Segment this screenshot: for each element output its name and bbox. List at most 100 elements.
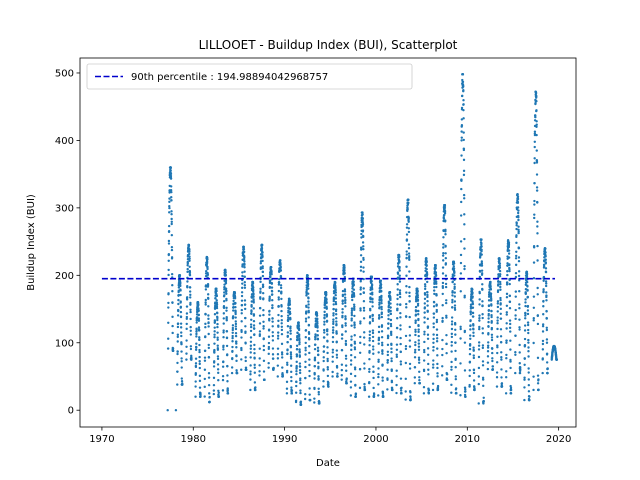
- scatter-point: [332, 296, 336, 299]
- scatter-point: [180, 379, 184, 383]
- scatter-point: [442, 236, 445, 239]
- scatter-point: [432, 345, 435, 349]
- scatter-point: [405, 265, 408, 268]
- scatter-point: [198, 386, 202, 389]
- scatter-point: [527, 390, 531, 393]
- scatter-point: [306, 274, 309, 277]
- scatter-point: [371, 291, 374, 294]
- scatter-point: [496, 345, 499, 349]
- scatter-point: [487, 312, 490, 316]
- scatter-point: [495, 361, 499, 364]
- scatter-point: [463, 393, 467, 397]
- scatter-point: [271, 353, 275, 356]
- scatter-point: [198, 362, 201, 366]
- scatter-point: [249, 378, 252, 381]
- scatter-point: [468, 360, 472, 364]
- scatter-point: [461, 73, 465, 76]
- scatter-point: [405, 285, 408, 288]
- scatter-point: [481, 283, 484, 286]
- scatter-point: [170, 217, 173, 221]
- scatter-point: [518, 351, 521, 354]
- scatter-point: [234, 312, 237, 316]
- scatter-point: [240, 328, 243, 332]
- scatter-point: [490, 326, 494, 330]
- scatter-point: [482, 384, 485, 388]
- scatter-point: [481, 327, 484, 330]
- scatter-point: [235, 346, 238, 349]
- scatter-point: [250, 300, 253, 303]
- scatter-point: [289, 357, 293, 360]
- scatter-point: [252, 298, 255, 301]
- scatter-point: [395, 383, 398, 387]
- y-tick-label: 0: [68, 406, 74, 417]
- scatter-point: [240, 330, 243, 334]
- scatter-point: [169, 189, 173, 192]
- scatter-point: [362, 287, 365, 290]
- scatter-point: [532, 319, 535, 322]
- scatter-point: [486, 344, 490, 347]
- scatter-point: [509, 384, 512, 388]
- scatter-point: [404, 390, 407, 393]
- scatter-point: [361, 229, 365, 232]
- scatter-point: [280, 297, 283, 301]
- scatter-point: [481, 364, 485, 367]
- scatter-point: [495, 371, 499, 374]
- scatter-point: [496, 316, 499, 319]
- scatter-point: [389, 302, 392, 305]
- scatter-point: [469, 319, 472, 322]
- scatter-point: [408, 325, 411, 329]
- scatter-point: [535, 189, 539, 192]
- scatter-point: [171, 301, 174, 304]
- scatter-point: [533, 203, 536, 206]
- scatter-point: [344, 298, 347, 302]
- scatter-point: [326, 366, 329, 369]
- scatter-point: [487, 308, 491, 312]
- scatter-point: [362, 309, 366, 312]
- scatter-point: [487, 317, 490, 320]
- scatter-point: [221, 389, 225, 392]
- scatter-point: [226, 392, 230, 395]
- scatter-point: [435, 294, 438, 297]
- scatter-point: [316, 320, 319, 323]
- scatter-point: [378, 303, 381, 306]
- scatter-point: [308, 363, 311, 367]
- scatter-point: [460, 179, 463, 182]
- scatter-point: [464, 390, 467, 393]
- scatter-point: [515, 254, 518, 258]
- scatter-point: [323, 328, 326, 332]
- scatter-point: [408, 299, 411, 303]
- scatter-point: [214, 297, 217, 300]
- scatter-point: [533, 145, 536, 149]
- scatter-point: [167, 230, 171, 233]
- scatter-point: [525, 270, 529, 274]
- scatter-point: [450, 316, 454, 319]
- scatter-point: [471, 302, 475, 306]
- scatter-point: [169, 166, 173, 170]
- scatter-point: [369, 297, 372, 301]
- scatter-point: [432, 341, 435, 344]
- scatter-point: [499, 328, 503, 331]
- scatter-point: [399, 360, 403, 363]
- scatter-point: [441, 266, 445, 269]
- scatter-point: [377, 325, 381, 329]
- scatter-point: [524, 317, 527, 320]
- scatter-point: [250, 312, 253, 315]
- scatter-point: [532, 306, 536, 309]
- scatter-point: [169, 177, 173, 180]
- plot-frame: [79, 57, 577, 428]
- scatter-point: [377, 351, 380, 354]
- legend-box: [86, 63, 413, 90]
- scatter-point: [188, 274, 192, 277]
- scatter-point: [541, 348, 545, 351]
- scatter-point: [281, 366, 284, 369]
- scatter-point: [524, 301, 527, 304]
- scatter-point: [396, 288, 399, 291]
- scatter-point: [226, 389, 229, 392]
- scatter-point: [427, 388, 431, 392]
- scatter-point: [179, 310, 183, 314]
- scatter-point: [380, 330, 384, 333]
- scatter-point: [535, 149, 538, 152]
- scatter-point: [180, 343, 183, 346]
- scatter-point: [225, 309, 228, 312]
- scatter-point: [399, 303, 402, 306]
